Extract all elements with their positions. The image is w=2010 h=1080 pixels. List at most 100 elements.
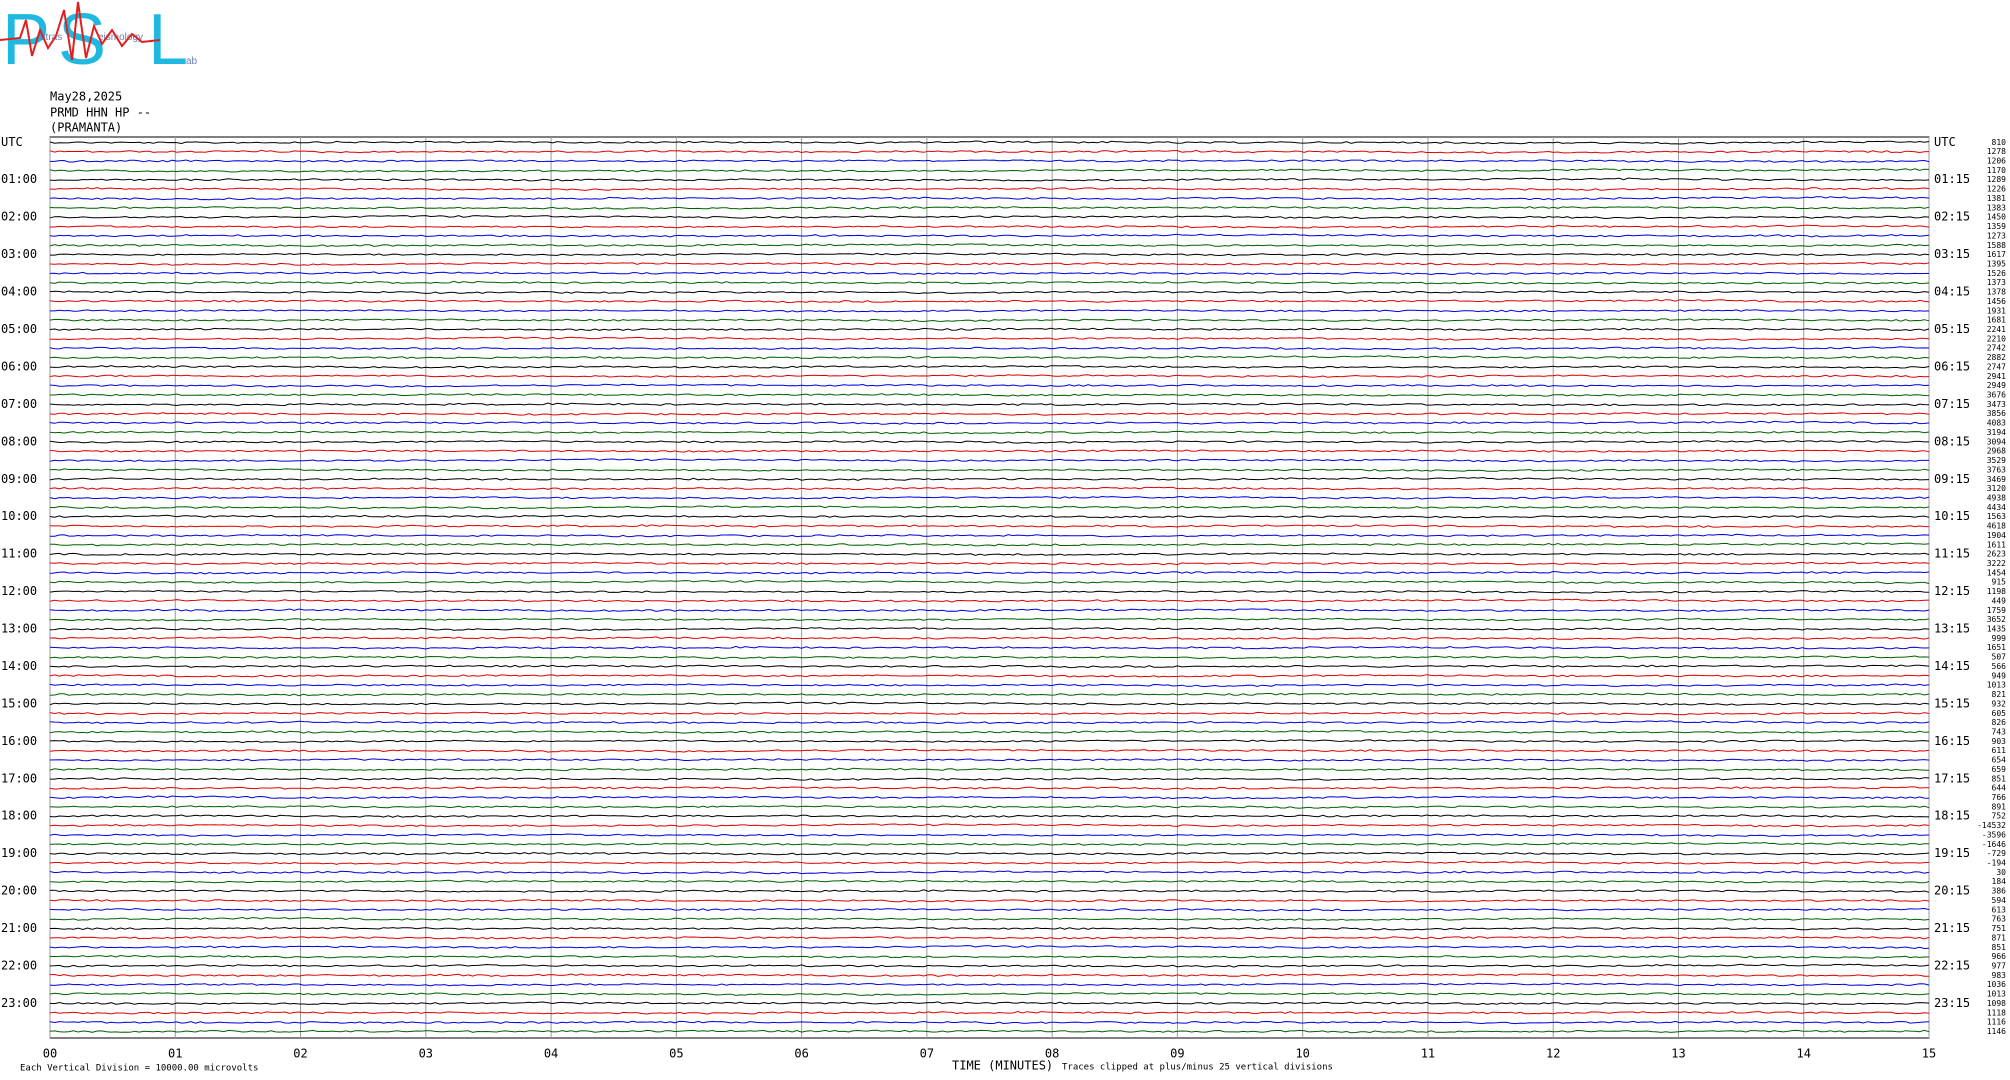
left-time-label: 10:00 (1, 509, 37, 523)
trace (49, 935, 1930, 940)
trace (49, 458, 1929, 463)
trace-value: 1373 (1987, 278, 2006, 287)
trace (49, 552, 1930, 556)
left-time-label: 09:00 (1, 472, 37, 486)
trace (49, 786, 1929, 790)
x-tick-label: 14 (1797, 1047, 1811, 1061)
right-time-label: 16:15 (1934, 734, 1970, 748)
trace-value: -3596 (1982, 830, 2006, 839)
trace (50, 224, 1930, 229)
trace (49, 542, 1930, 547)
trace (49, 926, 1930, 931)
trace (49, 495, 1930, 500)
right-time-label: 22:15 (1934, 958, 1970, 972)
trace-value: 1198 (1987, 587, 2006, 596)
trace (49, 580, 1930, 585)
right-time-label: 03:15 (1934, 247, 1970, 261)
trace-value: 659 (1992, 765, 2007, 774)
trace-value: 3676 (1987, 391, 2006, 400)
x-tick-label: 08 (1045, 1047, 1059, 1061)
trace-value: 4938 (1987, 493, 2006, 502)
trace-value: 1013 (1987, 681, 2006, 690)
logo: P atras S eismology L ab (0, 0, 198, 80)
right-time-label: 20:15 (1934, 884, 1970, 898)
left-time-label: 18:00 (1, 809, 37, 823)
trace-value: 1651 (1987, 643, 2006, 652)
trace (49, 720, 1930, 725)
trace-value: 1456 (1987, 297, 2006, 306)
trace-value: 3094 (1987, 437, 2006, 446)
x-tick-label: 11 (1421, 1047, 1435, 1061)
trace-value: 566 (1992, 662, 2007, 671)
trace-value: 1206 (1987, 157, 2006, 166)
right-time-label: 08:15 (1934, 434, 1970, 448)
plot-frame (49, 136, 1930, 1039)
trace-value: 3469 (1987, 475, 2006, 484)
left-time-label: 12:00 (1, 584, 37, 598)
trace (49, 767, 1930, 772)
left-time-label: 14:00 (1, 659, 37, 673)
right-time-label: 10:15 (1934, 509, 1970, 523)
trace-value: 4083 (1987, 419, 2006, 428)
trace-value: 2623 (1987, 550, 2006, 559)
trace (49, 140, 1930, 145)
trace-value: 1759 (1987, 606, 2006, 615)
trace (49, 636, 1930, 641)
trace (49, 701, 1930, 706)
trace-value: 1611 (1987, 540, 2006, 549)
trace-value: 4618 (1987, 522, 2006, 531)
trace (49, 860, 1930, 865)
trace (49, 412, 1930, 416)
trace-value: 1931 (1987, 306, 2006, 315)
trace (49, 692, 1930, 697)
left-time-label: 08:00 (1, 434, 37, 448)
x-tick-label: 09 (1170, 1047, 1184, 1061)
trace-value: 983 (1992, 971, 2007, 980)
trace (49, 486, 1930, 491)
trace (49, 205, 1930, 210)
trace (49, 711, 1930, 716)
trace-value: 1450 (1987, 213, 2006, 222)
trace-value: 810 (1992, 138, 2007, 147)
trace-value: 1036 (1987, 980, 2006, 989)
trace (49, 598, 1930, 603)
trace (49, 841, 1930, 846)
left-time-label: 01:00 (1, 172, 37, 186)
trace-value: 2241 (1987, 325, 2006, 334)
trace (49, 683, 1930, 688)
trace-value: 1435 (1987, 625, 2006, 634)
left-time-label: 05:00 (1, 322, 37, 336)
trace-value: 1289 (1987, 175, 2006, 184)
trace-value: 1146 (1987, 1027, 2006, 1036)
date: May28,2025 (50, 90, 122, 104)
left-time-label: 23:00 (1, 996, 37, 1010)
trace (49, 1010, 1930, 1015)
trace-value: 1381 (1987, 194, 2006, 203)
trace (49, 514, 1930, 519)
right-time-label: 02:15 (1934, 210, 1970, 224)
trace-value: 594 (1992, 896, 2007, 905)
x-tick-label: 03 (419, 1047, 433, 1061)
x-axis-title: TIME (MINUTES) (952, 1059, 1053, 1073)
trace (49, 233, 1930, 238)
trace (49, 589, 1930, 594)
trace (49, 561, 1930, 566)
trace (49, 280, 1930, 285)
trace (49, 374, 1930, 378)
trace (49, 879, 1930, 884)
x-tick-label: 00 (43, 1047, 57, 1061)
right-time-label: 21:15 (1934, 921, 1970, 935)
trace-value: 386 (1992, 887, 2007, 896)
clip-note: Traces clipped at plus/minus 25 vertical… (1062, 1063, 1333, 1073)
left-time-label: 17:00 (1, 771, 37, 785)
right-time-label: 05:15 (1934, 322, 1970, 336)
trace (49, 355, 1930, 360)
trace (49, 645, 1930, 650)
x-tick-label: 13 (1671, 1047, 1685, 1061)
trace-value: 2941 (1987, 372, 2006, 381)
trace-value: 3763 (1987, 465, 2006, 474)
trace (49, 889, 1930, 893)
trace (50, 954, 1929, 959)
left-time-label: 07:00 (1, 397, 37, 411)
station-name: (PRAMANTA) (50, 121, 122, 135)
